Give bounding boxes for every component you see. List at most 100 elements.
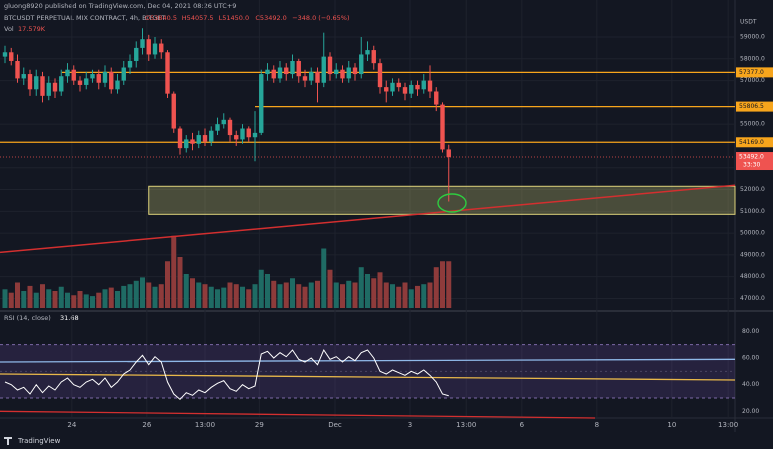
y-tick-label: 52000.0	[740, 186, 765, 193]
candle-body	[77, 80, 83, 85]
volume-bar	[33, 292, 39, 308]
candle-body	[296, 60, 301, 77]
candle-body	[290, 60, 295, 75]
volume-bar	[340, 284, 345, 308]
legend-value: C53492.0	[255, 14, 286, 22]
candle-body	[59, 76, 64, 92]
x-tick-label: 24	[67, 421, 76, 429]
rsi-trendline	[0, 358, 736, 363]
candle-body	[177, 128, 183, 149]
y-tick-label: 59000.0	[740, 34, 765, 41]
volume-bar	[40, 284, 45, 308]
volume-bar	[252, 284, 258, 308]
candle-body	[309, 71, 314, 81]
y-tick-label: 55000.0	[740, 121, 765, 128]
candle-body	[427, 80, 433, 92]
candle-body	[209, 130, 214, 142]
volume-bar	[202, 284, 208, 308]
publisher: gluong8920 published on TradingView.com,…	[4, 2, 236, 10]
y-tick-label: 49000.0	[740, 251, 765, 258]
candle-body	[252, 132, 258, 138]
volume-bar	[258, 269, 264, 308]
candle-body	[434, 91, 439, 105]
candle-body	[115, 80, 120, 90]
volume-bar	[433, 267, 439, 308]
volume-bar	[365, 274, 370, 308]
candle-body	[65, 69, 70, 77]
volume-bar	[190, 278, 195, 308]
countdown: 33:30	[743, 162, 760, 169]
candle-body	[277, 67, 283, 79]
candle-body	[346, 67, 351, 79]
volume-bar	[296, 284, 302, 308]
volume-bar	[377, 272, 383, 308]
x-tick-label: 13:00	[718, 421, 738, 429]
y-tick-label: 58000.0	[740, 55, 765, 62]
volume-bar	[108, 287, 114, 308]
candle-body	[21, 74, 26, 79]
candle-body	[227, 119, 233, 136]
candle-body	[52, 82, 58, 92]
volume-bar	[446, 261, 452, 308]
candle-body	[446, 149, 451, 158]
volume-bar	[196, 282, 202, 308]
last-price-label: 53492.0	[739, 154, 764, 161]
volume-bar	[121, 285, 127, 308]
volume-bar	[221, 287, 227, 308]
candle-body	[240, 128, 245, 140]
x-tick-label: 26	[142, 421, 151, 429]
candle-body	[146, 39, 151, 55]
rsi-tick-label: 20.00	[742, 408, 759, 415]
candle-body	[377, 63, 383, 88]
candle-body	[102, 71, 108, 83]
volume-bar	[240, 286, 245, 308]
candle-body	[15, 60, 20, 79]
level-label: 55806.5	[739, 103, 764, 110]
volume-bar	[421, 284, 427, 308]
volume-label: Vol	[4, 25, 14, 33]
candle-body	[71, 69, 76, 81]
level-label-box	[736, 67, 773, 78]
volume-bar	[371, 278, 377, 308]
legend-value: H54057.5	[182, 14, 214, 22]
candle-body	[96, 74, 101, 83]
volume-bar	[271, 280, 277, 308]
candle-body	[196, 135, 201, 144]
candle-body	[121, 67, 126, 81]
volume-bar	[277, 284, 283, 308]
candle-body	[190, 139, 195, 144]
volume-bar	[302, 286, 308, 308]
volume-bar	[8, 292, 14, 308]
candle-body	[390, 82, 395, 92]
currency: USDT	[740, 19, 757, 26]
volume-bar	[427, 282, 433, 308]
footer-logo	[4, 437, 12, 445]
candle-body	[84, 78, 89, 85]
candle-body	[302, 76, 308, 81]
volume-bar	[265, 274, 270, 308]
volume-bar	[2, 289, 8, 308]
volume-bar	[146, 282, 152, 308]
candle-body	[165, 52, 170, 94]
rsi-band	[0, 344, 735, 398]
volume-bar	[52, 291, 58, 308]
volume-bar	[208, 286, 214, 308]
symbol: BTCUSDT PERPETUAL MIX CONTRACT, 4h, BITG…	[4, 14, 166, 22]
candle-body	[359, 54, 364, 75]
candle-body	[90, 74, 95, 79]
volume-bar	[83, 294, 89, 308]
volume-bar	[77, 291, 83, 308]
volume-bar	[415, 285, 420, 308]
volume-bar	[127, 284, 133, 308]
x-tick-label: 29	[255, 421, 264, 429]
volume-bar	[96, 292, 102, 308]
last-price-box	[736, 152, 773, 171]
volume-bar	[308, 282, 314, 308]
volume-bar	[171, 235, 177, 308]
volume-bar	[346, 280, 352, 308]
rsi-tick-label: 80.00	[742, 328, 759, 335]
candle-body	[440, 104, 445, 150]
rsi-title: RSI (14, close)	[4, 314, 51, 322]
volume-bar	[102, 289, 108, 308]
volume-bar	[177, 257, 183, 308]
